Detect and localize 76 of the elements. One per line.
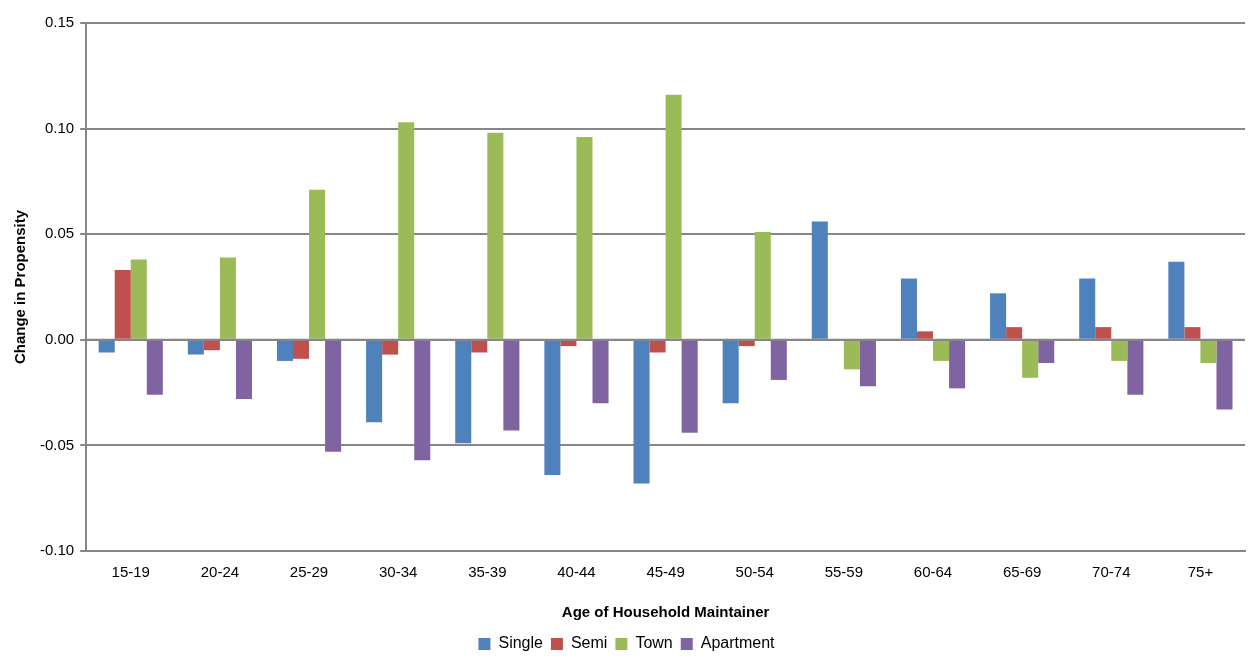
bar — [382, 340, 399, 355]
bar — [1184, 327, 1201, 339]
bar — [738, 340, 755, 347]
bar — [487, 132, 504, 339]
x-axis-title: Age of Household Maintainer — [561, 603, 770, 621]
bar — [665, 94, 682, 339]
bar — [1111, 340, 1128, 361]
y-tick-label: -0.10 — [39, 541, 75, 559]
bar — [130, 259, 147, 339]
y-tick-label: 0.15 — [44, 13, 75, 31]
bar — [811, 221, 828, 339]
y-tick-label: 0.10 — [44, 118, 75, 136]
x-tick-label: 25-29 — [289, 563, 329, 581]
bar — [770, 340, 787, 380]
bar — [309, 189, 326, 339]
legend-label: Single — [498, 634, 544, 652]
bar — [859, 340, 876, 387]
bar — [1079, 278, 1096, 339]
bar — [592, 340, 609, 404]
x-tick-label: 30-34 — [378, 563, 418, 581]
bar — [681, 340, 698, 433]
bar — [722, 340, 739, 404]
x-tick-label: 50-54 — [735, 563, 774, 581]
bar — [900, 278, 917, 339]
bar — [146, 340, 163, 395]
legend-label: Town — [635, 634, 673, 652]
bar — [843, 340, 860, 370]
bar — [276, 340, 293, 361]
x-tick-label: 65-69 — [1002, 563, 1042, 581]
bar — [398, 122, 415, 339]
bar — [544, 340, 561, 475]
x-tick-label: 75+ — [1187, 563, 1214, 581]
bar — [949, 340, 966, 389]
x-tick-label: 15-19 — [111, 563, 150, 581]
bar — [366, 340, 383, 423]
bar — [219, 257, 236, 339]
bar — [414, 340, 431, 461]
x-tick-label: 55-59 — [824, 563, 864, 581]
bar — [1216, 340, 1233, 410]
bar — [1038, 340, 1055, 364]
bar — [1168, 261, 1185, 339]
bar — [187, 340, 204, 355]
legend-label: Apartment — [700, 634, 776, 652]
bar — [1200, 340, 1217, 364]
bar — [990, 293, 1007, 339]
x-tick-label: 20-24 — [200, 563, 240, 581]
bar — [1022, 340, 1039, 378]
y-tick-label: 0.00 — [44, 329, 75, 347]
bar — [754, 232, 771, 339]
y-tick-label: -0.05 — [39, 435, 75, 453]
bar — [916, 331, 934, 339]
bar — [933, 340, 950, 361]
bar — [503, 340, 520, 431]
bar — [235, 340, 252, 399]
x-tick-label: 40-44 — [557, 563, 596, 581]
x-tick-label: 45-49 — [646, 563, 685, 581]
y-tick-label: 0.05 — [44, 224, 75, 242]
bar — [576, 137, 593, 339]
x-tick-label: 60-64 — [913, 563, 953, 581]
bar — [1006, 327, 1023, 339]
bar — [1095, 327, 1112, 339]
bar — [292, 340, 310, 359]
bar — [325, 340, 342, 452]
bar — [114, 270, 131, 339]
bar — [649, 340, 666, 353]
y-axis-title: Change in Propensity — [11, 209, 29, 365]
bar — [203, 340, 220, 351]
bar — [455, 340, 472, 444]
x-tick-label: 35-39 — [468, 563, 507, 581]
bar — [633, 340, 650, 484]
bar — [1127, 340, 1144, 395]
bar — [560, 340, 577, 347]
bar — [98, 340, 115, 353]
legend-label: Semi — [570, 634, 608, 652]
x-tick-label: 70-74 — [1092, 563, 1131, 581]
bar — [471, 340, 488, 353]
